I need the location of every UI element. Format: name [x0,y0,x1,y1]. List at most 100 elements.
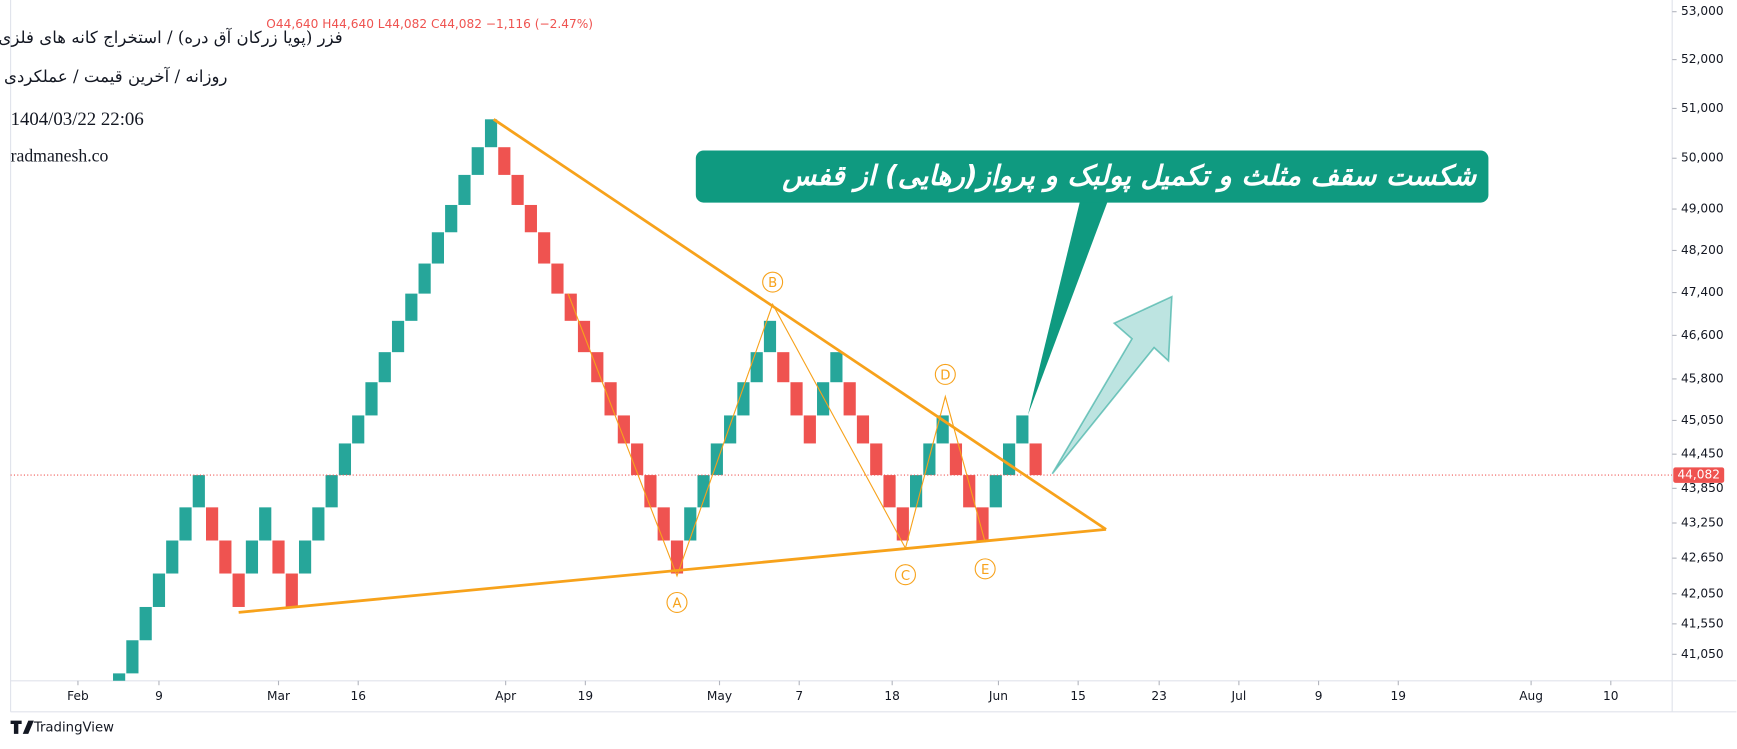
renko-brick [710,443,723,476]
pattern-point-marker [894,564,916,586]
renko-brick [790,382,803,416]
pattern-point-marker [974,558,996,580]
pattern-point-label: E [981,563,989,578]
y-tick-label: 52,000 [1681,52,1724,66]
renko-brick [458,174,471,205]
renko-brick [883,475,896,508]
y-tick-label: 51,000 [1681,101,1724,115]
renko-brick [524,204,537,233]
renko-brick [1002,443,1016,476]
pattern-point-label: D [940,369,950,384]
renko-brick [378,352,391,383]
renko-brick [365,382,378,416]
x-tick-label: 9 [155,689,163,703]
renko-brick [803,415,816,444]
renko-brick [259,507,272,541]
pattern-point-marker [762,271,784,293]
renko-brick [285,573,298,607]
renko-brick [1016,415,1029,444]
renko-brick [498,147,511,175]
renko-brick [591,352,604,383]
renko-brick [232,573,245,607]
y-tick-label: 48,200 [1681,243,1724,257]
x-tick-label: Feb [67,689,89,703]
pattern-line [567,293,986,578]
renko-brick [431,232,444,264]
y-tick-label: 44,450 [1681,447,1724,461]
pattern-point-marker [934,363,956,385]
y-tick-label: 41,050 [1681,647,1724,661]
symbol-title: فزر (پویا زرکان آق دره) / استخراج کانه ه… [0,26,343,48]
renko-brick [471,147,484,175]
triangle-line [492,118,1107,531]
y-tick-label: 43,250 [1681,516,1724,530]
x-tick-label: Jul [1231,689,1247,703]
renko-brick [830,352,843,383]
pattern-point-label: C [901,569,910,584]
renko-brick [843,382,856,416]
ohlc-legend: O44,640 H44,640 L44,082 C44,082 −1,116 (… [266,17,593,31]
renko-brick [657,507,670,541]
x-tick-label: Aug [1519,689,1543,703]
renko-brick [445,204,458,233]
renko-brick [551,263,564,294]
callout-pointer [1027,201,1108,416]
renko-brick [418,263,431,294]
renko-brick [963,475,976,508]
subtitle: روزانه / آخرین قیمت / عملکردی [4,65,228,87]
renko-brick [684,507,697,541]
renko-brick [152,573,166,607]
last-price-tag [1673,467,1725,483]
renko-brick [949,443,963,476]
renko-brick [763,320,777,353]
x-tick-label: 10 [1603,689,1618,703]
last-price-label: 44,082 [1677,468,1720,482]
renko-brick [139,606,152,641]
renko-brick [484,119,498,148]
renko-brick [511,174,524,205]
y-tick-label: 42,650 [1681,551,1724,565]
pattern-point-label: B [768,276,777,291]
renko-brick [989,475,1002,508]
callout-text: شکست سقف مثلث و تکمیل پولبک و پرواز(رهای… [781,159,1478,193]
x-tick-label: 16 [350,689,365,703]
pattern-point-label: A [672,597,681,612]
y-tick-label: 50,000 [1681,151,1724,165]
x-tick-label: 19 [578,689,593,703]
renko-brick [817,382,830,416]
y-tick-label: 43,850 [1681,481,1724,495]
renko-brick [298,540,312,574]
renko-brick [564,293,577,321]
renko-brick [338,443,352,476]
renko-brick [312,507,325,541]
x-tick-label: May [707,689,732,703]
renko-brick [245,540,259,574]
renko-brick [192,475,205,508]
y-tick-label: 46,600 [1681,328,1724,342]
renko-brick [126,640,139,674]
x-tick-label: 23 [1151,689,1166,703]
renko-brick [352,415,365,444]
timestamp: 1404/03/22 22:06 [11,109,144,130]
renko-brick [896,507,909,541]
renko-brick [179,507,192,541]
renko-brick [777,352,790,383]
x-tick-label: Jun [988,689,1008,703]
renko-brick [405,293,418,321]
x-tick-label: Mar [267,689,290,703]
renko-brick [206,507,219,541]
renko-brick [976,507,989,541]
renko-brick [856,415,870,444]
renko-brick [750,352,763,383]
renko-brick [617,415,630,444]
renko-brick [113,673,126,681]
renko-brick [272,540,285,574]
renko-brick [644,475,657,508]
x-tick-label: Apr [495,689,516,703]
x-tick-label: 18 [884,689,899,703]
x-tick-label: 15 [1070,689,1085,703]
renko-brick [604,382,617,416]
triangle-line [238,528,1107,614]
plot [10,118,1673,681]
